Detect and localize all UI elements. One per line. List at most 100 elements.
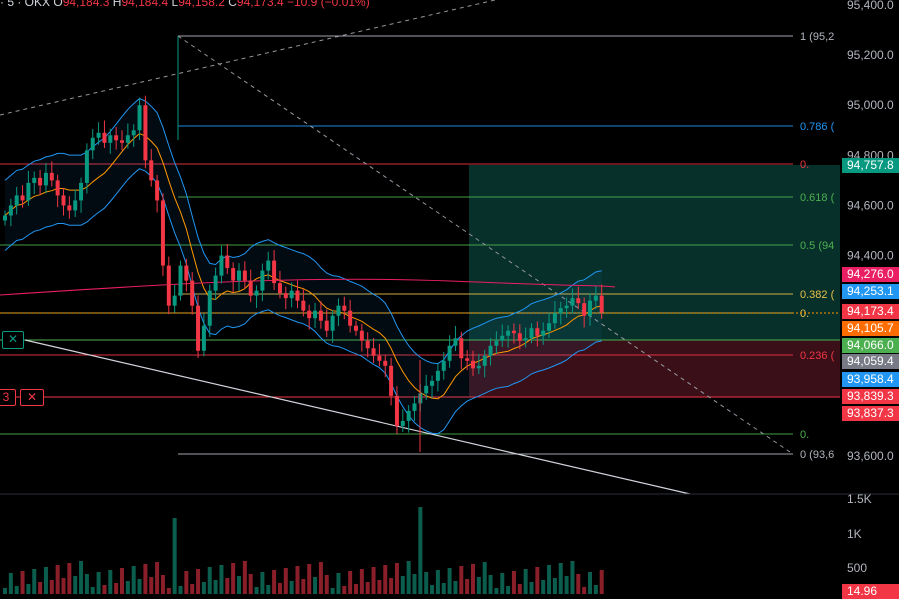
position-close-icon[interactable]: ✕ (2, 331, 24, 349)
volume-bar[interactable] (219, 565, 224, 594)
volume-bar[interactable] (453, 581, 458, 594)
candle-body[interactable] (482, 355, 487, 366)
candle-body[interactable] (558, 308, 563, 314)
volume-bar[interactable] (500, 573, 505, 594)
candle-body[interactable] (73, 200, 78, 211)
candle-body[interactable] (330, 315, 335, 331)
position-profit-zone[interactable] (469, 165, 841, 340)
volume-bar[interactable] (471, 564, 475, 594)
volume-bar[interactable] (102, 585, 107, 594)
volume-bar[interactable] (26, 584, 31, 594)
volume-bar[interactable] (552, 578, 557, 594)
candle-body[interactable] (172, 295, 177, 306)
candle-body[interactable] (535, 328, 540, 336)
volume-bar[interactable] (435, 570, 440, 594)
volume-bar[interactable] (201, 582, 206, 594)
candle-body[interactable] (400, 420, 405, 426)
candle-body[interactable] (219, 255, 224, 276)
trend-line[interactable] (24, 339, 691, 495)
volume-bar[interactable] (237, 576, 241, 594)
stop-loss-close-icon[interactable]: ✕ (20, 389, 44, 406)
candle-body[interactable] (201, 325, 206, 351)
long-moving-average[interactable] (0, 278, 616, 296)
candle-body[interactable] (494, 340, 499, 346)
volume-bar[interactable] (406, 561, 411, 594)
candle-body[interactable] (277, 283, 282, 294)
candle-body[interactable] (32, 177, 37, 183)
candle-body[interactable] (96, 132, 101, 138)
candle-body[interactable] (155, 180, 160, 201)
candle-body[interactable] (61, 195, 66, 206)
volume-bar[interactable] (90, 587, 95, 594)
volume-bar[interactable] (582, 587, 587, 594)
candle-body[interactable] (424, 385, 429, 394)
candle-body[interactable] (430, 380, 435, 386)
volume-bar[interactable] (254, 587, 259, 594)
volume-bar[interactable] (576, 574, 581, 594)
volume-bar[interactable] (506, 586, 511, 594)
volume-bar[interactable] (400, 576, 405, 594)
volume-bar[interactable] (377, 580, 382, 594)
candle-body[interactable] (102, 132, 107, 143)
candle-body[interactable] (318, 310, 323, 321)
volume-bar[interactable] (558, 563, 563, 594)
volume-bar[interactable] (272, 570, 277, 594)
volume-bar[interactable] (260, 572, 265, 594)
volume-bar[interactable] (73, 576, 78, 594)
candle-body[interactable] (114, 135, 119, 141)
volume-bar[interactable] (242, 561, 247, 594)
candle-body[interactable] (313, 310, 318, 319)
volume-bar[interactable] (307, 564, 312, 594)
candle-body[interactable] (377, 355, 382, 361)
candle-body[interactable] (67, 205, 72, 211)
candle-body[interactable] (441, 360, 446, 371)
volume-bar[interactable] (108, 570, 113, 594)
volume-bar[interactable] (394, 563, 399, 594)
candle-body[interactable] (383, 360, 388, 366)
volume-bar[interactable] (313, 577, 318, 594)
volume-bar[interactable] (354, 584, 358, 594)
volume-bar[interactable] (494, 588, 499, 594)
candle-body[interactable] (348, 310, 353, 326)
candle-body[interactable] (178, 265, 183, 296)
candle-body[interactable] (511, 330, 516, 334)
volume-bar[interactable] (348, 571, 353, 594)
volume-bar[interactable] (14, 586, 19, 594)
volume-bar[interactable] (418, 507, 423, 594)
volume-bar[interactable] (143, 564, 148, 594)
volume-bar[interactable] (149, 577, 154, 594)
candle-body[interactable] (412, 403, 417, 411)
candle-body[interactable] (541, 330, 546, 336)
volume-bar[interactable] (178, 586, 183, 594)
candle-body[interactable] (184, 265, 189, 281)
candle-body[interactable] (588, 300, 592, 316)
volume-bar[interactable] (593, 585, 598, 594)
volume-bar[interactable] (330, 588, 335, 594)
candle-body[interactable] (196, 305, 201, 351)
volume-bar[interactable] (289, 581, 294, 594)
volume-bar[interactable] (599, 570, 604, 594)
volume-bar[interactable] (564, 576, 569, 594)
volume-bar[interactable] (114, 583, 119, 594)
candle-body[interactable] (237, 270, 241, 281)
position-loss-zone[interactable] (469, 340, 841, 397)
volume-bar[interactable] (389, 578, 394, 594)
candle-body[interactable] (500, 335, 505, 341)
candle-body[interactable] (108, 135, 113, 143)
stop-loss-chip[interactable]: 3 (0, 389, 16, 406)
candle-body[interactable] (324, 320, 329, 331)
volume-bar[interactable] (32, 569, 37, 594)
candle-body[interactable] (55, 180, 60, 196)
candle-body[interactable] (593, 295, 598, 301)
volume-bar[interactable] (383, 565, 388, 594)
volume-bar[interactable] (196, 569, 201, 594)
volume-bar[interactable] (172, 518, 177, 594)
candle-body[interactable] (84, 150, 89, 183)
volume-bar[interactable] (482, 562, 487, 594)
candle-body[interactable] (14, 195, 19, 206)
volume-bar[interactable] (8, 573, 13, 594)
volume-bar[interactable] (371, 567, 376, 594)
candle-body[interactable] (389, 365, 394, 396)
candle-body[interactable] (406, 410, 411, 421)
